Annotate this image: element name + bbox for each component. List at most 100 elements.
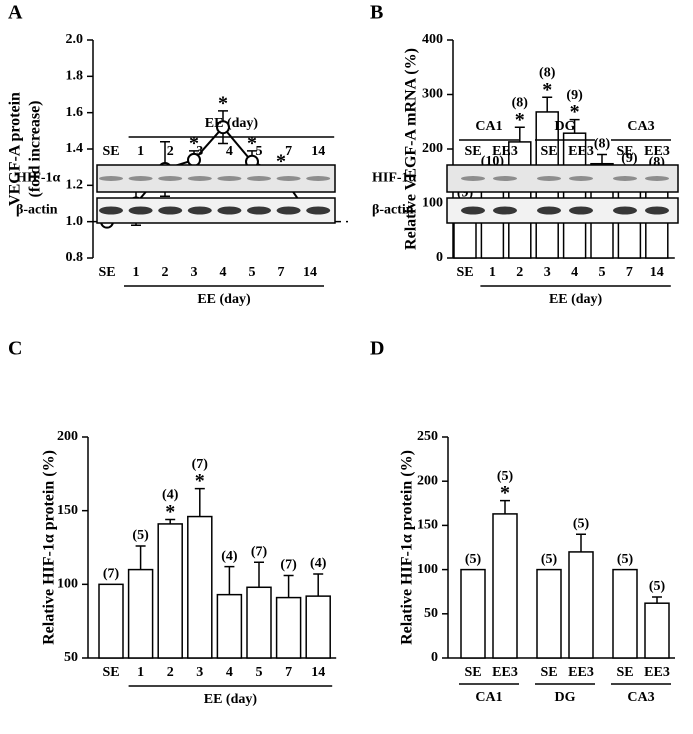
blot-band <box>569 176 593 181</box>
y-tick-label: 150 <box>57 503 78 518</box>
significance: * <box>570 101 580 123</box>
n-label: (8) <box>512 95 529 110</box>
y-tick-label: 50 <box>64 650 78 665</box>
n-label: (5) <box>465 552 482 567</box>
significance: * <box>247 132 257 154</box>
y-tick-label: 1.4 <box>66 141 84 156</box>
blot-band <box>128 176 153 181</box>
bar <box>644 602 670 659</box>
y-axis-label: Relative HIF-1α protein (%) <box>399 450 416 645</box>
bar <box>568 551 594 659</box>
bar <box>98 583 124 659</box>
group-label: EE (day) <box>549 292 603 307</box>
x-tick-label: SE <box>98 265 115 280</box>
lane-label: SE <box>540 144 557 159</box>
blot-row-label: β-actin <box>372 203 414 218</box>
x-tick-label: 14 <box>311 665 325 680</box>
lane-label: 4 <box>226 144 233 159</box>
y-tick-label: 250 <box>417 429 438 444</box>
x-tick-label: 3 <box>196 665 203 680</box>
lane-label: 14 <box>311 144 325 159</box>
error-bar <box>652 596 662 604</box>
x-tick-label: SE <box>464 665 481 680</box>
x-tick-label: SE <box>616 665 633 680</box>
blot-band <box>493 206 517 215</box>
n-label: (7) <box>280 558 297 573</box>
panel-letter: A <box>8 2 23 24</box>
blot-header: EE (day) <box>205 116 259 131</box>
bar <box>460 568 486 659</box>
y-tick-label: 100 <box>417 562 438 577</box>
blot-band <box>247 206 271 215</box>
n-label: (5) <box>132 528 149 543</box>
blot-row <box>446 197 679 224</box>
blot-band <box>306 206 331 215</box>
y-tick-label: 1.0 <box>66 214 84 229</box>
x-tick-label: EE3 <box>492 665 518 680</box>
lane-label: EE3 <box>644 144 670 159</box>
x-tick-label: 5 <box>256 665 263 680</box>
x-tick-label: 7 <box>626 265 633 280</box>
x-tick-label: 7 <box>278 265 285 280</box>
n-label: (4) <box>162 488 179 503</box>
x-tick-label: 2 <box>167 665 174 680</box>
significance: * <box>195 470 205 492</box>
n-label: (9) <box>566 88 583 103</box>
group-label: CA3 <box>627 690 654 705</box>
y-tick-label: 0 <box>436 250 443 265</box>
error-bar <box>194 487 205 517</box>
blot-group-label: DG <box>555 119 576 134</box>
y-tick-label: 1.8 <box>66 69 84 84</box>
blot-band <box>158 206 183 215</box>
blot-row <box>446 164 679 193</box>
error-bar <box>597 153 607 164</box>
error-bar <box>569 118 580 134</box>
y-tick-label: 300 <box>422 87 443 102</box>
blot-band <box>306 176 331 181</box>
marker <box>216 120 230 135</box>
blot-band <box>276 206 301 215</box>
significance: * <box>165 501 175 523</box>
y-tick-label: 100 <box>57 577 78 592</box>
x-tick-label: 14 <box>303 265 317 280</box>
error-bar <box>165 518 176 524</box>
panel-letter: B <box>370 2 383 24</box>
group-label: EE (day) <box>197 292 251 307</box>
blot-band <box>461 206 485 215</box>
n-label: (4) <box>310 556 327 571</box>
error-bar <box>283 574 294 598</box>
error-bar <box>224 565 235 595</box>
blot-band <box>537 176 561 181</box>
blot-band <box>645 206 669 215</box>
bar <box>612 568 638 659</box>
bar <box>246 586 272 659</box>
x-tick-label: 2 <box>516 265 523 280</box>
y-tick-label: 100 <box>422 196 443 211</box>
x-tick-label: SE <box>540 665 557 680</box>
error-bar <box>254 561 264 588</box>
lane-label: 1 <box>137 144 144 159</box>
y-tick-label: 0 <box>431 650 438 665</box>
bar <box>127 568 154 659</box>
group-label: EE (day) <box>204 692 258 707</box>
blot-band <box>217 206 242 215</box>
lane-label: EE3 <box>492 144 518 159</box>
x-tick-label: SE <box>456 265 473 280</box>
group-label: DG <box>555 690 576 705</box>
y-tick-label: 200 <box>57 429 78 444</box>
x-tick-label: 1 <box>133 265 140 280</box>
group-label: CA1 <box>475 690 502 705</box>
line-segment <box>193 126 224 161</box>
blot-band <box>217 176 242 181</box>
lane-label: SE <box>102 144 119 159</box>
y-tick-label: 1.6 <box>66 105 84 120</box>
bar <box>305 595 331 659</box>
significance: * <box>276 151 286 173</box>
lane-label: 2 <box>167 144 174 159</box>
blot-row-label: HIF-1α <box>372 171 417 186</box>
error-bar <box>542 96 553 112</box>
error-bar <box>135 545 146 570</box>
n-label: (5) <box>649 579 666 594</box>
blot-band <box>247 176 271 181</box>
